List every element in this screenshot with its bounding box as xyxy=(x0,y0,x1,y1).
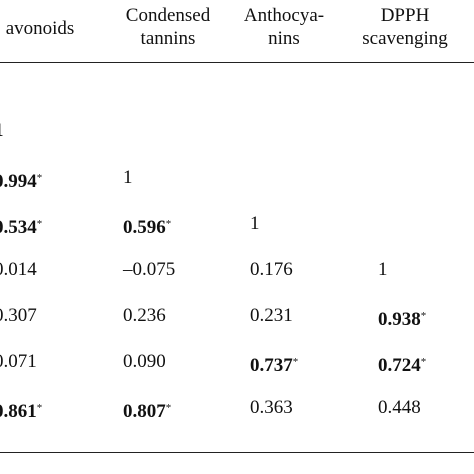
cell-value: 0.090 xyxy=(123,351,166,372)
cell-value: 0.737 xyxy=(250,355,293,376)
cell-value: 0.071 xyxy=(0,351,37,372)
table-cell: 0.448 xyxy=(378,397,421,419)
header-line: Anthocya- xyxy=(243,5,325,26)
header-line: DPPH xyxy=(380,5,430,26)
header-line: scavenging xyxy=(362,28,448,49)
cell-value: 0.236 xyxy=(123,305,166,326)
cell-value: 0.596 xyxy=(123,217,166,238)
table-cell: 0.534* xyxy=(0,213,42,239)
table-cell: 1 xyxy=(123,167,133,189)
significance-mark: * xyxy=(165,218,172,230)
cell-value: 0.307 xyxy=(0,305,37,326)
table-cell: 1 xyxy=(378,259,388,281)
header-line: avonoids xyxy=(5,18,75,39)
table-cell: 0.071 xyxy=(0,351,37,373)
table-cell: 0.090 xyxy=(123,351,166,373)
column-header: avonoids xyxy=(6,17,75,40)
cell-value: 0.534 xyxy=(0,217,37,238)
cell-value: 1 xyxy=(250,213,260,234)
table-cell: –0.075 xyxy=(123,259,175,281)
header-line: Condensed xyxy=(125,5,211,26)
table-cell: 0.236 xyxy=(123,305,166,327)
header-line: tannins xyxy=(140,28,196,49)
cell-value: 1 xyxy=(378,259,388,280)
cell-value: 0.363 xyxy=(250,397,293,418)
significance-mark: * xyxy=(420,310,427,322)
table-cell: 1 xyxy=(250,213,260,235)
cell-value: 0.994 xyxy=(0,171,37,192)
table-cell: 0.363 xyxy=(250,397,293,419)
table-cell: 0.596* xyxy=(123,213,171,239)
table-cell: 0.014 xyxy=(0,259,37,281)
column-header: DPPH scavenging xyxy=(362,4,447,50)
table-cell: 1 xyxy=(0,120,4,142)
cell-value: 0.724 xyxy=(378,355,421,376)
significance-mark: * xyxy=(36,172,43,184)
significance-mark: * xyxy=(165,402,172,414)
significance-mark: * xyxy=(36,218,43,230)
column-header: Anthocya-nins xyxy=(244,4,324,50)
table-cell: 0.807* xyxy=(123,397,171,423)
cell-value: 0.861 xyxy=(0,401,37,422)
table-cell: 0.724* xyxy=(378,351,426,377)
table-cell: 0.231 xyxy=(250,305,293,327)
header-line: nins xyxy=(268,28,300,49)
bottom-rule xyxy=(0,452,474,453)
table-cell: 0.938* xyxy=(378,305,426,331)
cell-value: 0.448 xyxy=(378,397,421,418)
table-cell: 0.307 xyxy=(0,305,37,327)
cell-value: 0.231 xyxy=(250,305,293,326)
cell-value: 1 xyxy=(0,120,4,141)
table-cell: 0.861* xyxy=(0,397,42,423)
significance-mark: * xyxy=(292,356,299,368)
cell-value: 0.938 xyxy=(378,309,421,330)
significance-mark: * xyxy=(420,356,427,368)
cell-value: –0.075 xyxy=(123,259,176,280)
significance-mark: * xyxy=(36,402,43,414)
table-cell: 0.994* xyxy=(0,167,42,193)
cell-value: 0.176 xyxy=(250,259,293,280)
table-cell: 0.737* xyxy=(250,351,298,377)
header-rule xyxy=(0,62,474,63)
cell-value: 1 xyxy=(123,167,133,188)
cell-value: 0.807 xyxy=(123,401,166,422)
column-header: Condensed tannins xyxy=(126,4,210,50)
cell-value: 0.014 xyxy=(0,259,37,280)
table-cell: 0.176 xyxy=(250,259,293,281)
